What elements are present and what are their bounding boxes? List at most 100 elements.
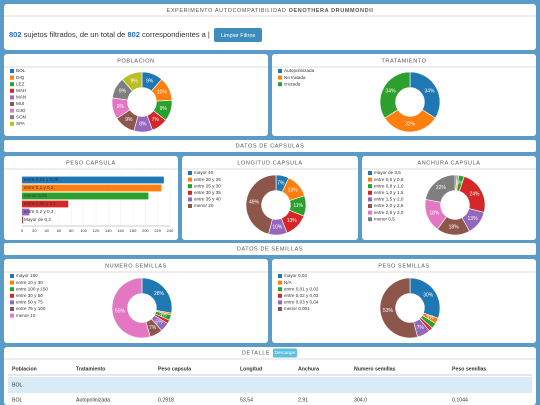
slice-label: 18% <box>429 211 440 217</box>
x-tick-label: 200 <box>142 228 149 233</box>
table-cell: BOL <box>12 397 22 403</box>
bar-label: entre 0,1 y 0,2 <box>24 185 54 190</box>
x-tick-label: 220 <box>154 228 161 233</box>
legend-label: MAN <box>16 95 26 100</box>
button-label[interactable]: Limpiar Filtros <box>221 33 256 39</box>
section-title: DATOS DE SEMILLAS <box>237 246 303 252</box>
legend-label: entre 30 y 50 <box>16 293 43 298</box>
legend-swatch <box>368 197 372 202</box>
panel <box>4 54 268 136</box>
legend-label: N/A <box>284 280 293 285</box>
slice-label: 3% <box>456 181 464 187</box>
legend-label: entre 35 y 40 <box>194 197 221 202</box>
legend-swatch <box>10 280 14 285</box>
slice <box>409 71 441 119</box>
slice <box>379 71 411 119</box>
slice-label: 9% <box>146 79 154 85</box>
legend-swatch <box>278 75 282 80</box>
legend-swatch <box>10 88 14 93</box>
slice-label: 22% <box>436 185 447 191</box>
legend-label: mayor 0,04 <box>284 273 307 278</box>
legend-swatch <box>10 69 14 73</box>
slice-label: 46% <box>249 200 260 206</box>
slice <box>379 277 418 339</box>
x-tick-label: 180 <box>130 228 137 233</box>
slice-label: 18% <box>449 224 460 230</box>
download-label[interactable]: Descargar <box>275 350 296 355</box>
slice-label: 13% <box>288 188 299 194</box>
slice-label: 5% <box>155 320 163 326</box>
slice-label: 13% <box>287 218 298 224</box>
bar <box>22 208 30 216</box>
legend-swatch <box>278 293 282 298</box>
legend-label: cruzada <box>284 81 301 86</box>
slice <box>121 71 143 92</box>
column-header: Numero semillas <box>354 366 396 372</box>
slice-label: 34% <box>424 89 435 95</box>
legend-label: entre 0,5 y 0,8 <box>374 177 404 182</box>
legend-label: LEZ <box>16 81 25 86</box>
legend-label: OJO <box>16 108 26 113</box>
slice <box>425 174 456 203</box>
legend-swatch <box>10 95 14 100</box>
bar <box>22 176 164 184</box>
legend-swatch <box>368 171 372 175</box>
legend-swatch <box>10 293 14 298</box>
bar <box>22 216 24 224</box>
title-bold: OENOTHERA DRUMMONDII <box>289 8 374 14</box>
bar-label: entre 0,2 y 0,3 <box>24 209 54 214</box>
legend-swatch <box>10 121 14 126</box>
summary-text: sujetos filtrados, de un total de <box>24 30 126 39</box>
group-row <box>8 377 532 393</box>
column-header: Peso semillas <box>452 366 486 372</box>
section-title: DATOS DE CAPSULAS <box>236 143 305 149</box>
legend-label: MAH <box>16 88 26 93</box>
bar <box>22 192 149 200</box>
slice-label: 7% <box>152 117 160 123</box>
legend-swatch <box>10 274 14 278</box>
legend-swatch <box>278 82 282 87</box>
column-header: Tratamiento <box>76 366 105 372</box>
group-label: BOL <box>12 382 22 388</box>
table-cell: 53,54 <box>240 397 253 403</box>
slice-label: 9% <box>131 79 139 85</box>
slice-label: 10% <box>157 90 168 96</box>
x-tick-label: 20 <box>32 228 37 233</box>
legend-label: entre 2,0 y 2,5 <box>374 203 404 208</box>
header-title: EXPERIMENTO AUTOCOMPATIBILIDAD OENOTHERA… <box>167 8 374 14</box>
legend-label: entre 0,01 y 0,02 <box>284 286 319 291</box>
table-cell: 0,2918 <box>158 397 174 403</box>
legend-label: SON <box>16 114 26 119</box>
x-tick-label: 100 <box>80 228 87 233</box>
table-cell: 2,91 <box>298 397 308 403</box>
legend-label: mayor de 3,5 <box>374 170 401 175</box>
download-button[interactable] <box>273 348 297 358</box>
section-bar <box>4 140 536 152</box>
legend-swatch <box>368 190 372 195</box>
legend-swatch <box>188 197 192 202</box>
legend-swatch <box>188 204 192 208</box>
column-header: Poblacion <box>12 366 37 372</box>
legend-label: entre 10 y 30 <box>16 280 43 285</box>
legend-label: mayor 150 <box>16 273 38 278</box>
slice-label: 3% <box>159 312 167 318</box>
x-tick-label: 80 <box>69 228 74 233</box>
legend-label: entre 1,5 y 2,0 <box>374 197 404 202</box>
legend-label: No tratada <box>284 75 306 80</box>
legend-label: menor 20 <box>194 203 214 208</box>
slice-label: 11% <box>293 203 303 209</box>
panel-title: PESO SEMILLAS <box>378 263 430 269</box>
legend-label: DIQ <box>16 75 25 80</box>
slice-label: 8% <box>139 122 147 128</box>
legend-swatch <box>10 75 14 80</box>
legend-swatch <box>278 300 282 305</box>
bar-label: menor 0,01 <box>24 193 48 198</box>
clear-filters-button[interactable] <box>214 28 262 42</box>
panel <box>182 156 358 240</box>
column-header: Longitud <box>240 366 262 372</box>
legend-label: entre 20 y 25 <box>194 177 221 182</box>
slice <box>111 277 151 339</box>
slice-label: 3% <box>426 315 434 321</box>
legend-label: entre 0,8 y 1,0 <box>374 183 404 188</box>
legend-swatch <box>10 307 14 311</box>
